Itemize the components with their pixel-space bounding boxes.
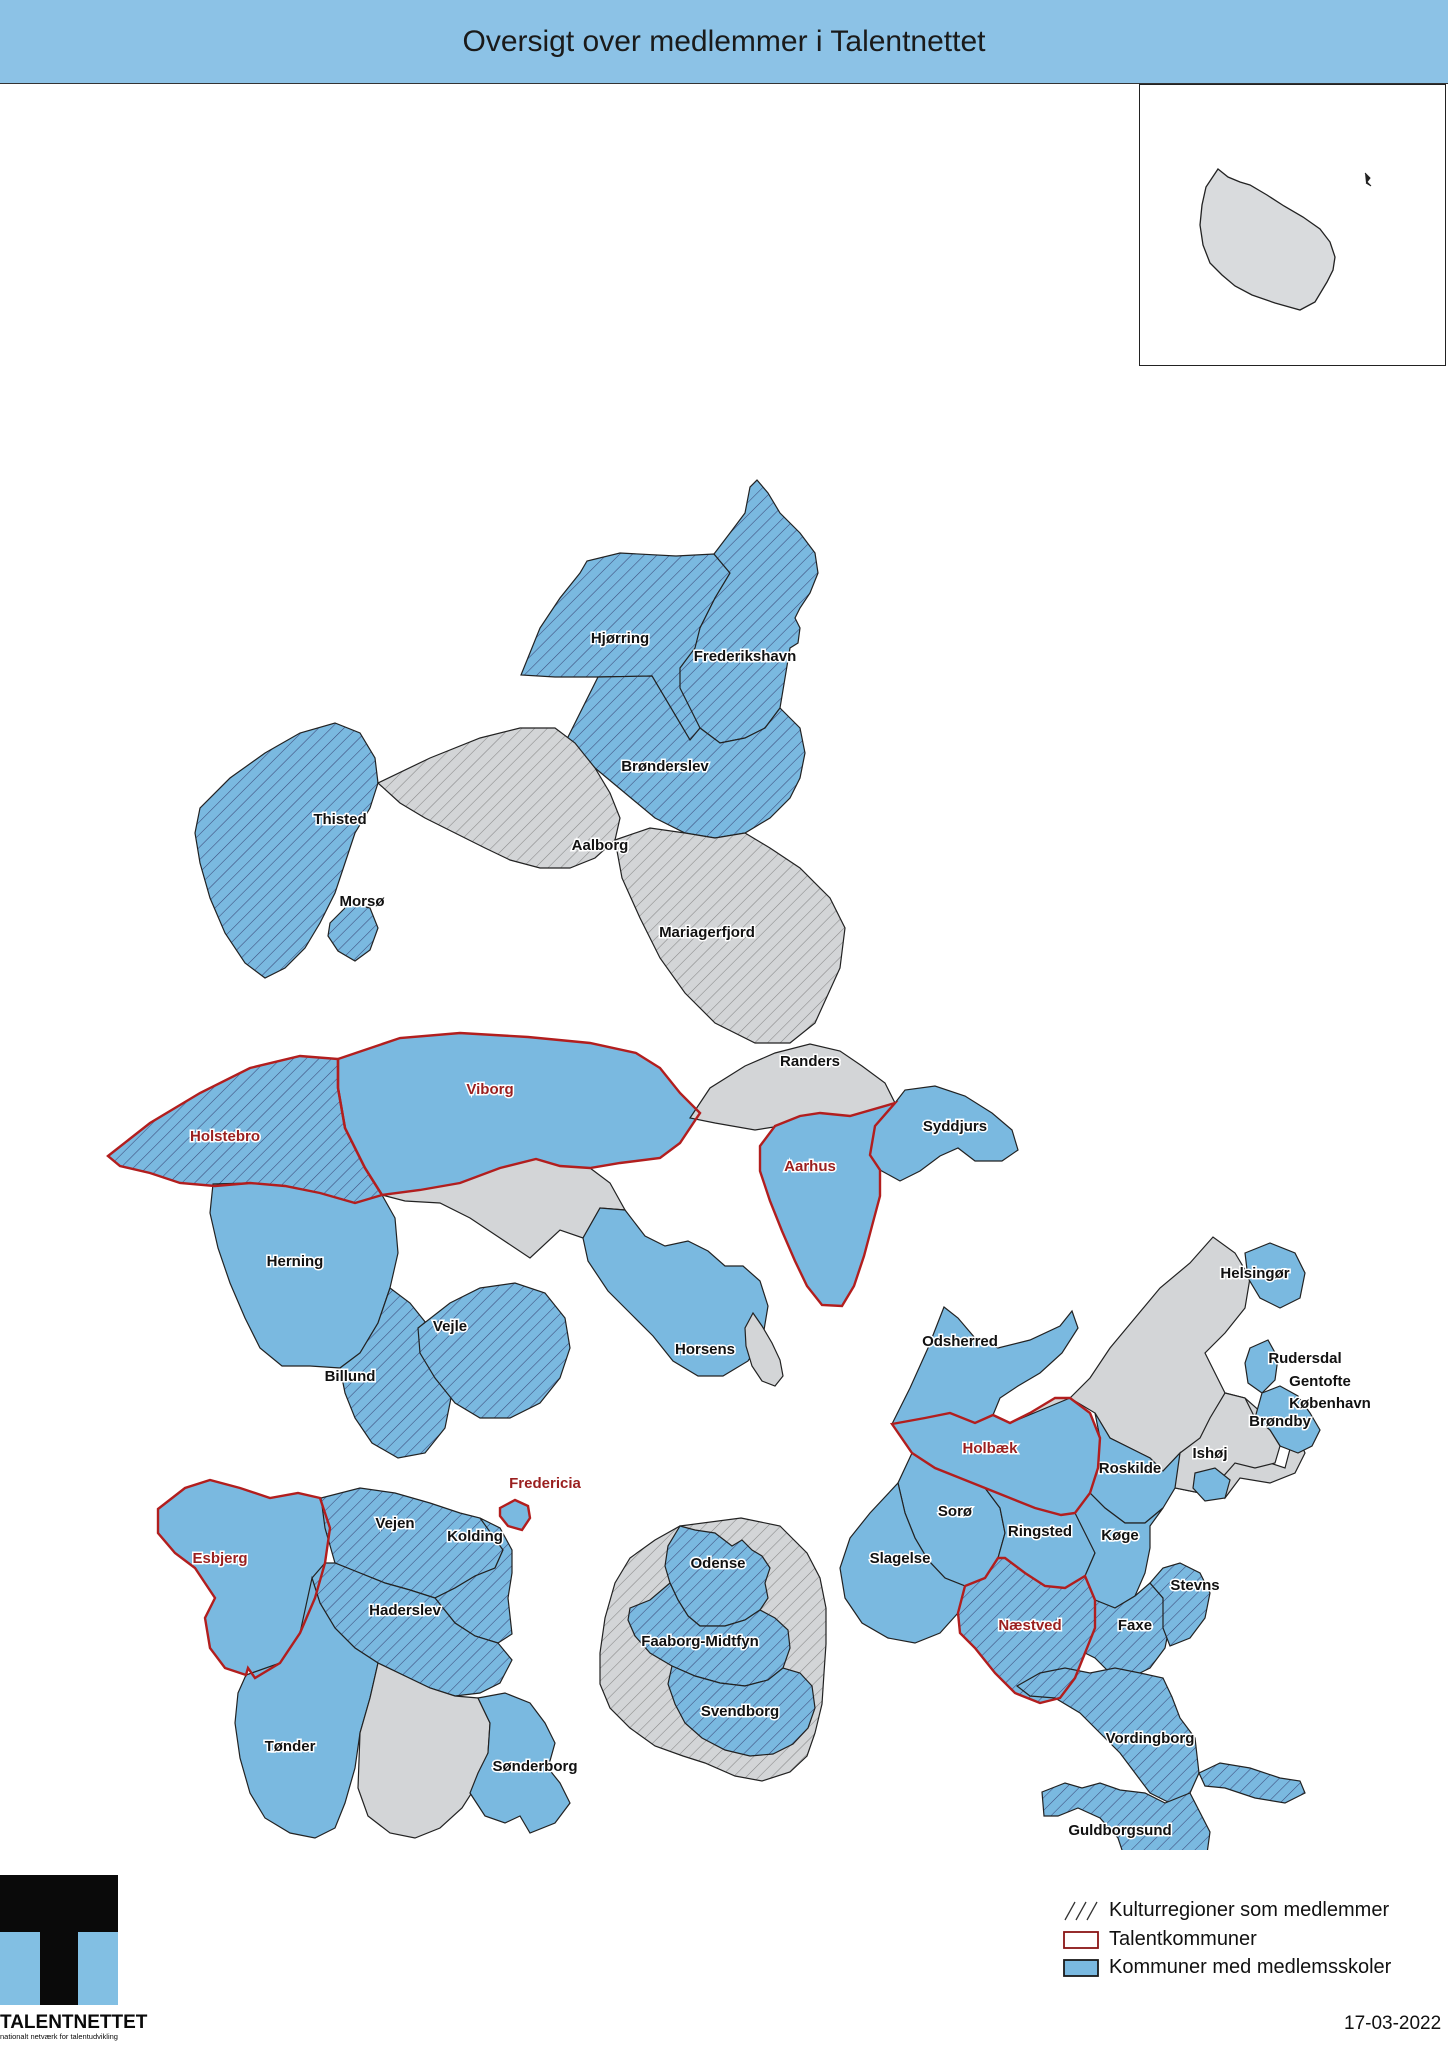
svg-text:Morsø: Morsø [340,893,386,910]
svg-text:København: København [1289,1395,1371,1412]
svg-text:Næstved: Næstved [998,1617,1061,1634]
svg-text:Stevns: Stevns [1170,1577,1219,1594]
svg-text:Svendborg: Svendborg [701,1703,779,1720]
svg-text:Haderslev: Haderslev [369,1602,441,1619]
svg-text:Mariagerfjord: Mariagerfjord [659,924,755,941]
svg-text:Horsens: Horsens [675,1341,735,1358]
svg-text:Odsherred: Odsherred [922,1333,998,1350]
svg-text:Tønder: Tønder [265,1738,316,1755]
svg-text:Thisted: Thisted [313,811,366,828]
svg-text:Køge: Køge [1101,1527,1139,1544]
svg-text:Holbæk: Holbæk [962,1440,1018,1457]
svg-text:Aalborg: Aalborg [572,837,629,854]
svg-text:Viborg: Viborg [466,1081,513,1098]
svg-text:Helsingør: Helsingør [1220,1265,1289,1282]
svg-text:Syddjurs: Syddjurs [923,1118,987,1135]
svg-text:Randers: Randers [780,1053,840,1070]
svg-text:Vejen: Vejen [375,1515,414,1532]
svg-text:Guldborgsund: Guldborgsund [1068,1822,1171,1839]
svg-text:Vejle: Vejle [433,1318,467,1335]
svg-text:Holstebro: Holstebro [190,1128,260,1145]
svg-text:Ringsted: Ringsted [1008,1523,1072,1540]
svg-text:Esbjerg: Esbjerg [192,1550,247,1567]
svg-text:Roskilde: Roskilde [1099,1460,1162,1477]
svg-text:Faxe: Faxe [1118,1617,1152,1634]
svg-text:Ishøj: Ishøj [1192,1445,1227,1462]
svg-text:Gentofte: Gentofte [1289,1373,1351,1390]
svg-text:Brønderslev: Brønderslev [621,758,709,775]
svg-text:Billund: Billund [325,1368,376,1385]
svg-text:Kolding: Kolding [447,1528,503,1545]
svg-text:Frederikshavn: Frederikshavn [694,648,797,665]
svg-text:Slagelse: Slagelse [870,1550,931,1567]
svg-text:Brøndby: Brøndby [1249,1413,1311,1430]
svg-text:Rudersdal: Rudersdal [1268,1350,1341,1367]
svg-text:Vordingborg: Vordingborg [1106,1730,1195,1747]
svg-text:Herning: Herning [267,1253,324,1270]
svg-text:Sorø: Sorø [938,1503,973,1520]
svg-text:Hjørring: Hjørring [591,630,649,647]
svg-text:Odense: Odense [690,1555,745,1572]
svg-text:Fredericia: Fredericia [509,1475,581,1492]
svg-text:Aarhus: Aarhus [784,1158,836,1175]
svg-text:Faaborg-Midtfyn: Faaborg-Midtfyn [641,1633,759,1650]
svg-text:Sønderborg: Sønderborg [493,1758,578,1775]
